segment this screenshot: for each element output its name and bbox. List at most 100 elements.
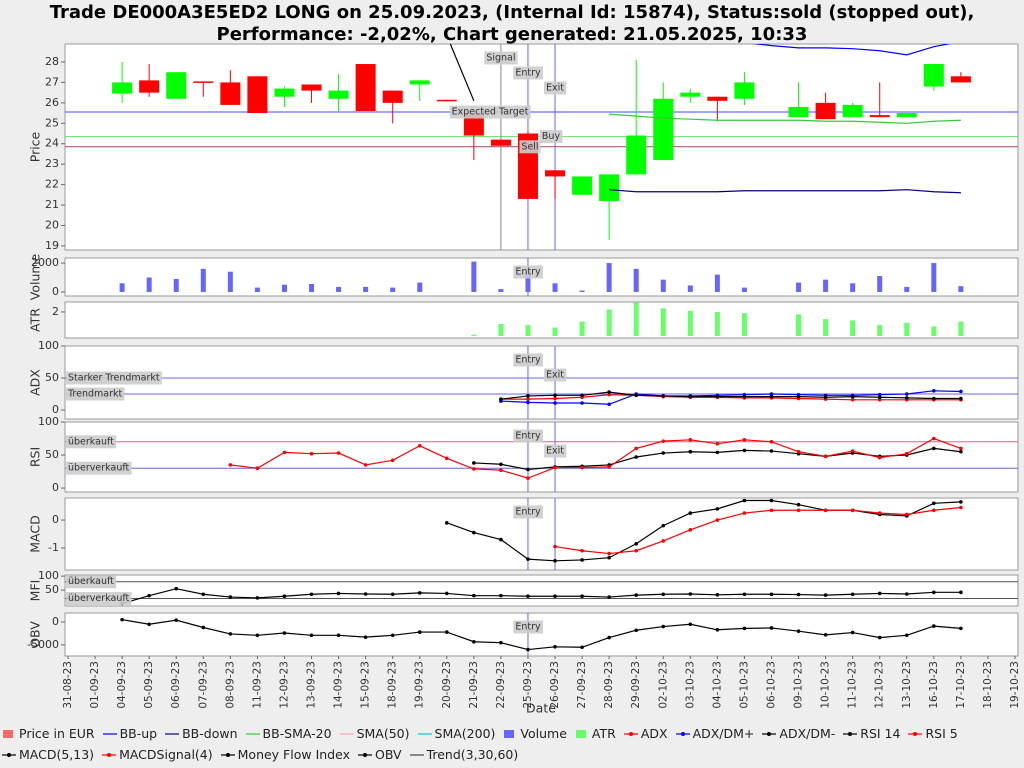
- point: [499, 397, 503, 401]
- point: [877, 395, 882, 400]
- marker-label-box: [513, 66, 543, 80]
- chart-title: Trade DE000A3E5ED2 LONG on 25.09.2023, (…: [50, 2, 975, 23]
- legend-item: Money Flow Index: [220, 747, 350, 762]
- reference-label: Trendmarkt: [67, 389, 122, 400]
- candle-body: [274, 88, 295, 97]
- point: [661, 439, 666, 443]
- marker-label: Signal: [486, 53, 515, 64]
- reference-label-box: [66, 575, 117, 589]
- bar: [471, 334, 477, 336]
- point: [417, 630, 422, 634]
- bar: [498, 323, 504, 336]
- x-tick-label: 06-10-23: [765, 661, 777, 709]
- panel: 19 20 21 22 23 24 25 26 27 28 Price Expected Target…: [28, 43, 1019, 252]
- point: [417, 591, 422, 595]
- panel: 0 50 100 RSI überkauft überverkauft Entry Exit: [28, 415, 1019, 494]
- point: [796, 449, 801, 454]
- point: [661, 624, 666, 629]
- y-tick-label: 100: [38, 569, 59, 582]
- x-tick-label: 05-10-23: [738, 661, 750, 709]
- legend-swatch: [504, 729, 515, 738]
- point: [634, 628, 638, 633]
- candle-body: [328, 90, 349, 99]
- legend-item: ADX/DM-: [762, 726, 835, 741]
- x-tick-label: 28-09-23: [603, 661, 615, 709]
- reference-label-box: [66, 435, 117, 449]
- point: [580, 594, 584, 599]
- point: [932, 590, 936, 595]
- candle-body: [896, 113, 917, 118]
- series-line: [122, 619, 961, 651]
- point: [228, 595, 233, 599]
- bar: [471, 261, 477, 292]
- point: [688, 592, 693, 596]
- bar: [552, 327, 558, 336]
- point: [850, 397, 855, 402]
- x-tick-label: 08-09-23: [224, 661, 236, 709]
- legend-swatch: [2, 752, 16, 757]
- y-axis-label: RSI: [28, 447, 43, 467]
- y-axis-label: Price: [28, 131, 43, 162]
- bar: [931, 263, 937, 292]
- point: [526, 594, 530, 599]
- reference-label: Sell: [521, 141, 538, 152]
- marker-label: Entry: [515, 622, 541, 633]
- point: [634, 541, 638, 546]
- point: [715, 441, 720, 446]
- legend-item: BB-SMA-20: [245, 726, 332, 741]
- y-tick-label: 0: [52, 513, 59, 526]
- point: [715, 450, 720, 455]
- legend-swatch: [575, 729, 586, 738]
- legend-label: Volume: [520, 726, 567, 741]
- candle-body: [409, 80, 430, 85]
- point: [959, 449, 963, 454]
- point: [336, 591, 341, 596]
- reference-label-box: [519, 140, 541, 154]
- point: [499, 537, 503, 542]
- legend-swatch: [245, 732, 260, 735]
- legend-swatch: [339, 732, 354, 735]
- point: [769, 508, 774, 513]
- legend-label: Trend(3,30,60): [426, 747, 519, 762]
- bar: [363, 286, 369, 292]
- point: [769, 449, 774, 453]
- legend-item: Price in EUR: [2, 726, 95, 741]
- y-tick-label: 22: [45, 178, 59, 191]
- x-tick-label: 26-09-23: [549, 661, 561, 709]
- legend: Price in EUR BB-up BB-down BB-SMA-20 SMA(50)…: [2, 726, 1022, 762]
- candle-body: [815, 102, 836, 120]
- point: [932, 396, 936, 401]
- bar: [336, 286, 342, 292]
- legend-item: ATR: [575, 726, 616, 741]
- point: [661, 592, 666, 597]
- y-axis-label: ADX: [28, 369, 43, 396]
- legend-label: ADX/DM-: [779, 726, 836, 741]
- series-line: [609, 189, 961, 194]
- y-tick-label: 50: [45, 371, 59, 384]
- reference-label: Expected Target: [452, 107, 529, 118]
- series-line: [230, 437, 962, 479]
- legend-item: SMA(200): [417, 726, 495, 741]
- bar: [850, 320, 856, 336]
- plot: [119, 258, 964, 296]
- point: [877, 591, 882, 596]
- candle-body: [112, 82, 133, 94]
- point: [877, 511, 882, 515]
- chart-title: Performance: -2,02%, Chart generated: 21…: [217, 24, 808, 45]
- marker-label-box: [544, 368, 567, 382]
- legend-swatch: [220, 752, 235, 757]
- legend-item: RSI 14: [843, 726, 900, 741]
- candle-body: [193, 81, 214, 83]
- point: [904, 451, 909, 456]
- point: [499, 593, 503, 598]
- legend-swatch: [675, 731, 690, 736]
- candle-body: [166, 72, 187, 99]
- marker-label: Entry: [515, 267, 541, 278]
- point: [715, 394, 720, 399]
- point: [120, 617, 124, 622]
- point: [255, 596, 260, 600]
- y-axis-label: MACD: [28, 515, 43, 552]
- point: [634, 548, 638, 553]
